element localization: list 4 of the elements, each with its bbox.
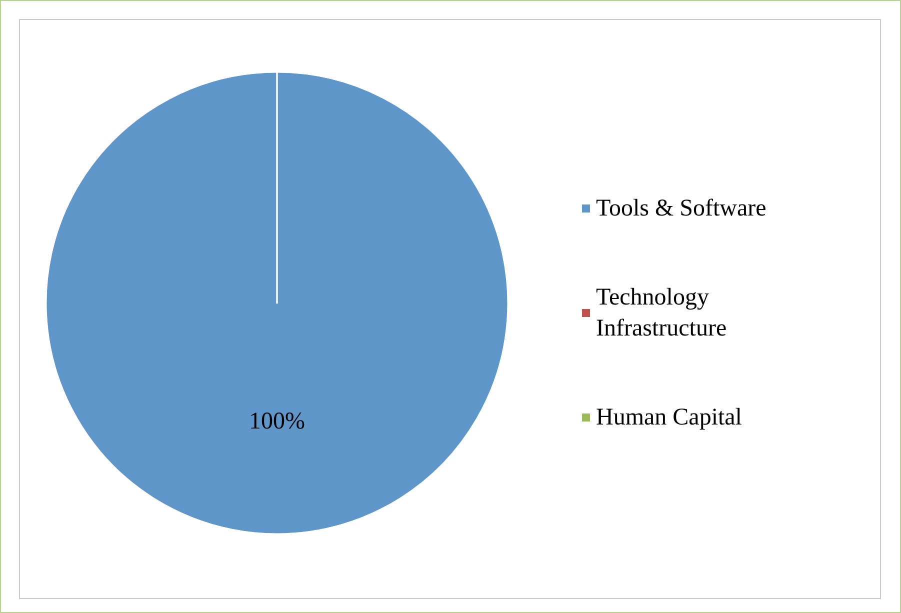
- legend-label: Human Capital: [596, 404, 742, 430]
- legend-label: Tools & Software: [596, 196, 766, 222]
- legend-label: Technology Infrastructure: [596, 284, 727, 342]
- data-label: 100%: [249, 408, 305, 434]
